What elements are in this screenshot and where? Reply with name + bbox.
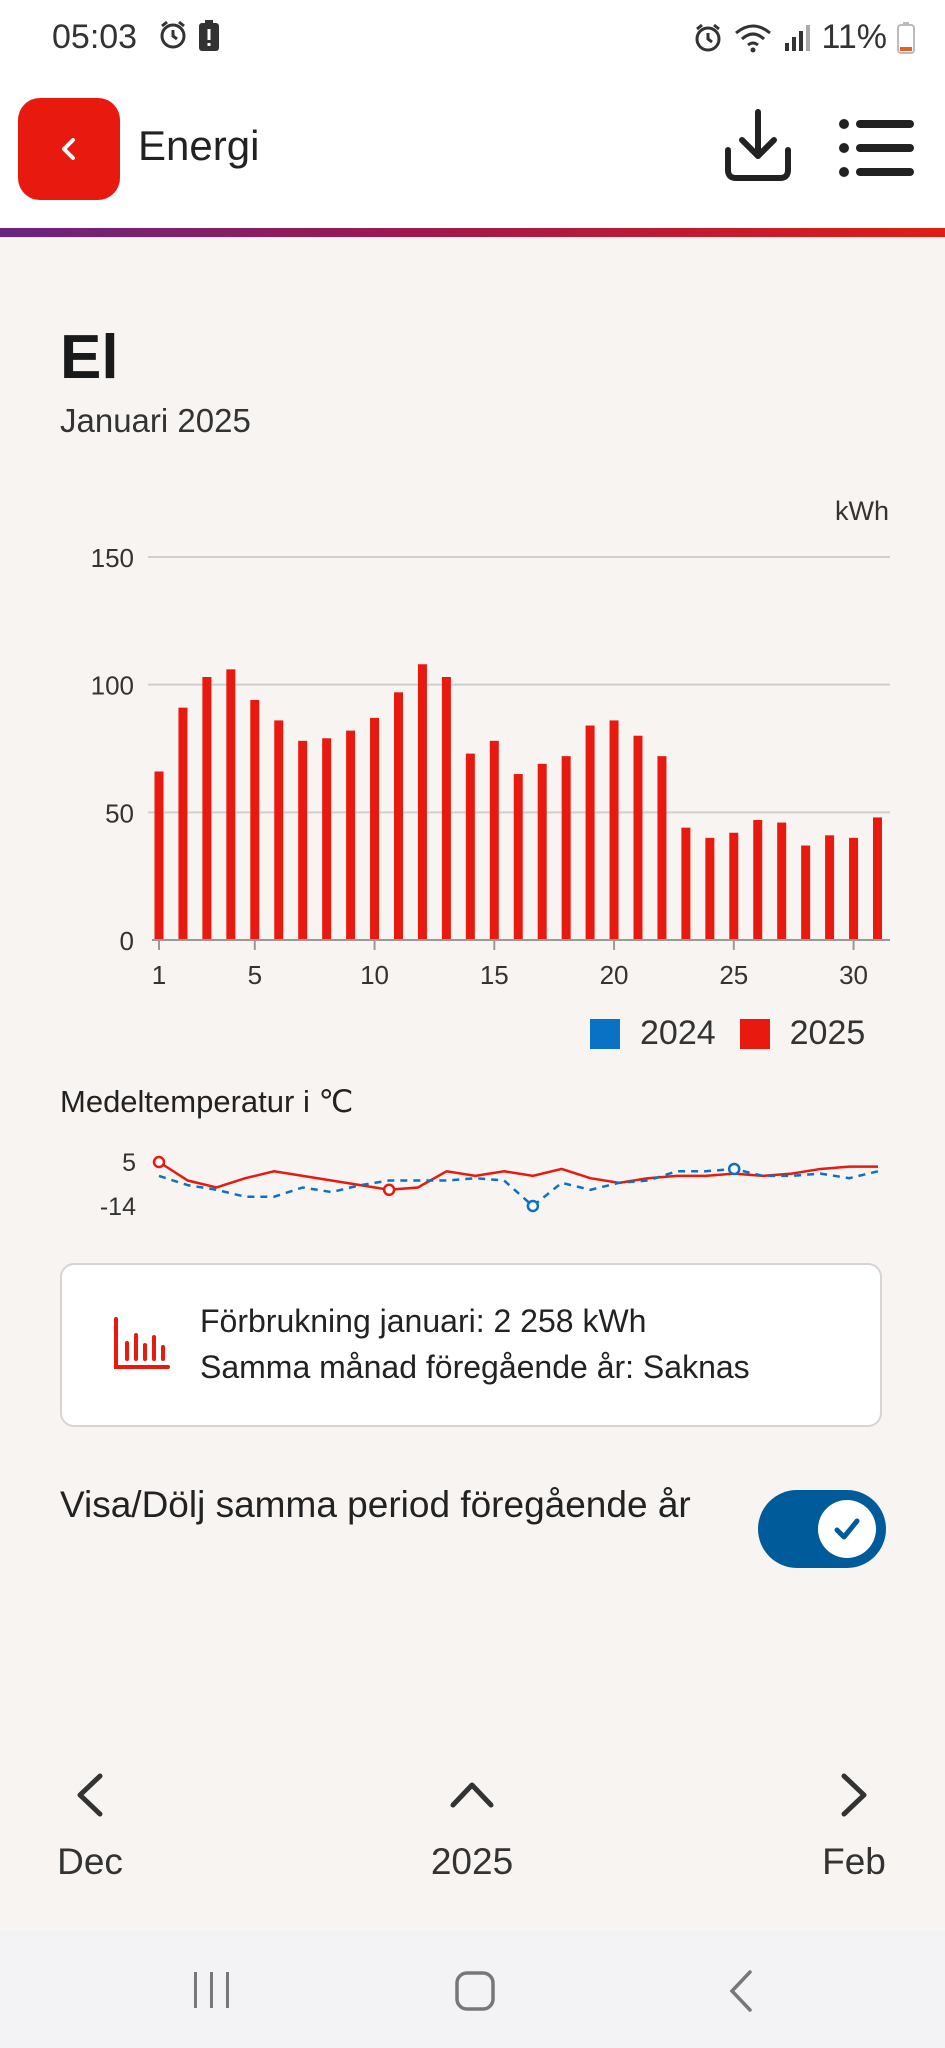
chevron-left-icon [62,138,75,160]
x-tick-label: 25 [719,960,748,990]
bar-day-4[interactable] [226,669,236,940]
checkmark-icon [834,1518,860,1540]
bar-day-1[interactable] [154,771,164,940]
period-subtitle: Januari 2025 [60,402,251,439]
x-tick-label: 5 [248,960,262,990]
x-tick-label: 20 [600,960,629,990]
chevron-right-icon [841,1773,867,1817]
list-menu-button[interactable] [838,118,916,178]
temp-line-2024 [158,1167,879,1208]
system-navigation-bar [0,1930,945,2048]
previous-month-label: Dec [57,1841,123,1882]
y-axis-unit: kWh [835,496,889,526]
signal-icon [785,24,811,51]
alarm-icon [695,23,721,51]
bar-day-6[interactable] [274,720,284,940]
back-button[interactable] [18,98,120,200]
list-menu-icon [839,119,914,177]
bar-day-10[interactable] [370,717,380,940]
x-tick-label: 15 [480,960,509,990]
bar-day-13[interactable] [441,677,451,940]
bar-day-12[interactable] [417,664,427,940]
chevron-up-icon [450,1782,494,1808]
y-tick-label: 150 [91,543,134,573]
home-icon[interactable] [454,1970,496,2012]
bar-day-24[interactable] [705,837,715,940]
system-back-icon[interactable] [724,1968,758,2014]
bar-day-28[interactable] [801,845,811,940]
compare-previous-year-toggle[interactable] [758,1490,886,1568]
bar-day-31[interactable] [873,817,882,940]
previous-month-button[interactable]: Dec [50,1770,130,1883]
bar-day-2[interactable] [178,707,188,940]
x-tick-label: 30 [839,960,868,990]
next-month-label: Feb [822,1841,886,1882]
bar-day-8[interactable] [322,738,332,940]
recent-apps-icon[interactable] [190,1970,234,2010]
app-bar: Energi [0,74,945,228]
temperature-line-chart: 5 -14 [100,1149,879,1218]
bar-day-16[interactable] [513,774,523,940]
app-title: Energi [138,122,260,169]
x-tick-label: 1 [152,960,166,990]
page-title: El [60,323,119,392]
bar-day-3[interactable] [202,677,212,940]
y-tick-label: 50 [105,798,134,828]
next-month-button[interactable]: Feb [812,1770,896,1883]
temp-max-marker-2025 [152,1155,166,1169]
legend-label-2025: 2025 [789,1014,866,1052]
year-overview-button[interactable]: 2025 [412,1770,532,1883]
temperature-title: Medeltemperatur i ℃ [60,1084,354,1119]
legend-label-2024: 2024 [640,1014,716,1052]
temp-min-marker-2024 [526,1199,540,1213]
temp-min-marker-2025 [382,1183,396,1197]
y-tick-label: 0 [120,926,134,956]
battery-alert-icon [199,20,219,51]
temp-y-min-label: -14 [100,1193,136,1218]
bar-day-27[interactable] [777,822,787,940]
bar-day-7[interactable] [298,740,308,940]
bar-day-23[interactable] [681,827,691,940]
bar-day-20[interactable] [609,720,619,940]
consumption-previous-year: Samma månad föregående år: Saknas [200,1349,750,1385]
consumption-summary-card: Förbrukning januari: 2 258 kWh Samma mån… [60,1263,882,1427]
temp-y-max-label: 5 [122,1149,136,1177]
current-year-label: 2025 [430,1841,514,1882]
bar-day-30[interactable] [849,837,859,940]
status-time: 05:03 [52,18,138,56]
temp-max-marker-2024 [727,1162,741,1176]
bar-day-14[interactable] [465,753,475,940]
consumption-this-month: Förbrukning januari: 2 258 kWh [200,1303,647,1339]
legend-swatch-2025 [739,1018,770,1049]
bar-day-18[interactable] [561,756,571,940]
bar-day-19[interactable] [585,725,595,940]
bar-day-9[interactable] [346,730,356,940]
chevron-left-icon [77,1773,103,1817]
bar-day-15[interactable] [489,740,499,940]
bar-chart-icon [114,1317,170,1369]
y-tick-label: 100 [91,671,134,701]
bar-day-5[interactable] [250,699,260,940]
battery-percent: 11% [821,18,887,56]
wifi-icon [735,24,772,52]
download-button[interactable] [722,108,794,184]
bar-day-17[interactable] [537,763,547,940]
x-tick-label: 10 [360,960,389,990]
bar-day-11[interactable] [394,692,403,940]
bar-day-25[interactable] [729,832,739,940]
bar-day-26[interactable] [753,819,763,940]
toggle-knob [818,1500,876,1558]
bar-day-21[interactable] [633,735,643,940]
battery-icon [897,21,915,54]
status-bar: 05:03 11% [0,0,945,74]
alarm-icon [160,20,186,49]
bar-day-29[interactable] [825,835,835,940]
compare-toggle-label: Visa/Dölj samma period föregående år [60,1484,691,1525]
chart-legend: 2024 2025 [590,1014,889,1053]
download-icon [725,109,791,181]
bar-day-22[interactable] [657,756,667,940]
legend-swatch-2024 [590,1018,620,1049]
brand-gradient-divider [0,228,945,237]
